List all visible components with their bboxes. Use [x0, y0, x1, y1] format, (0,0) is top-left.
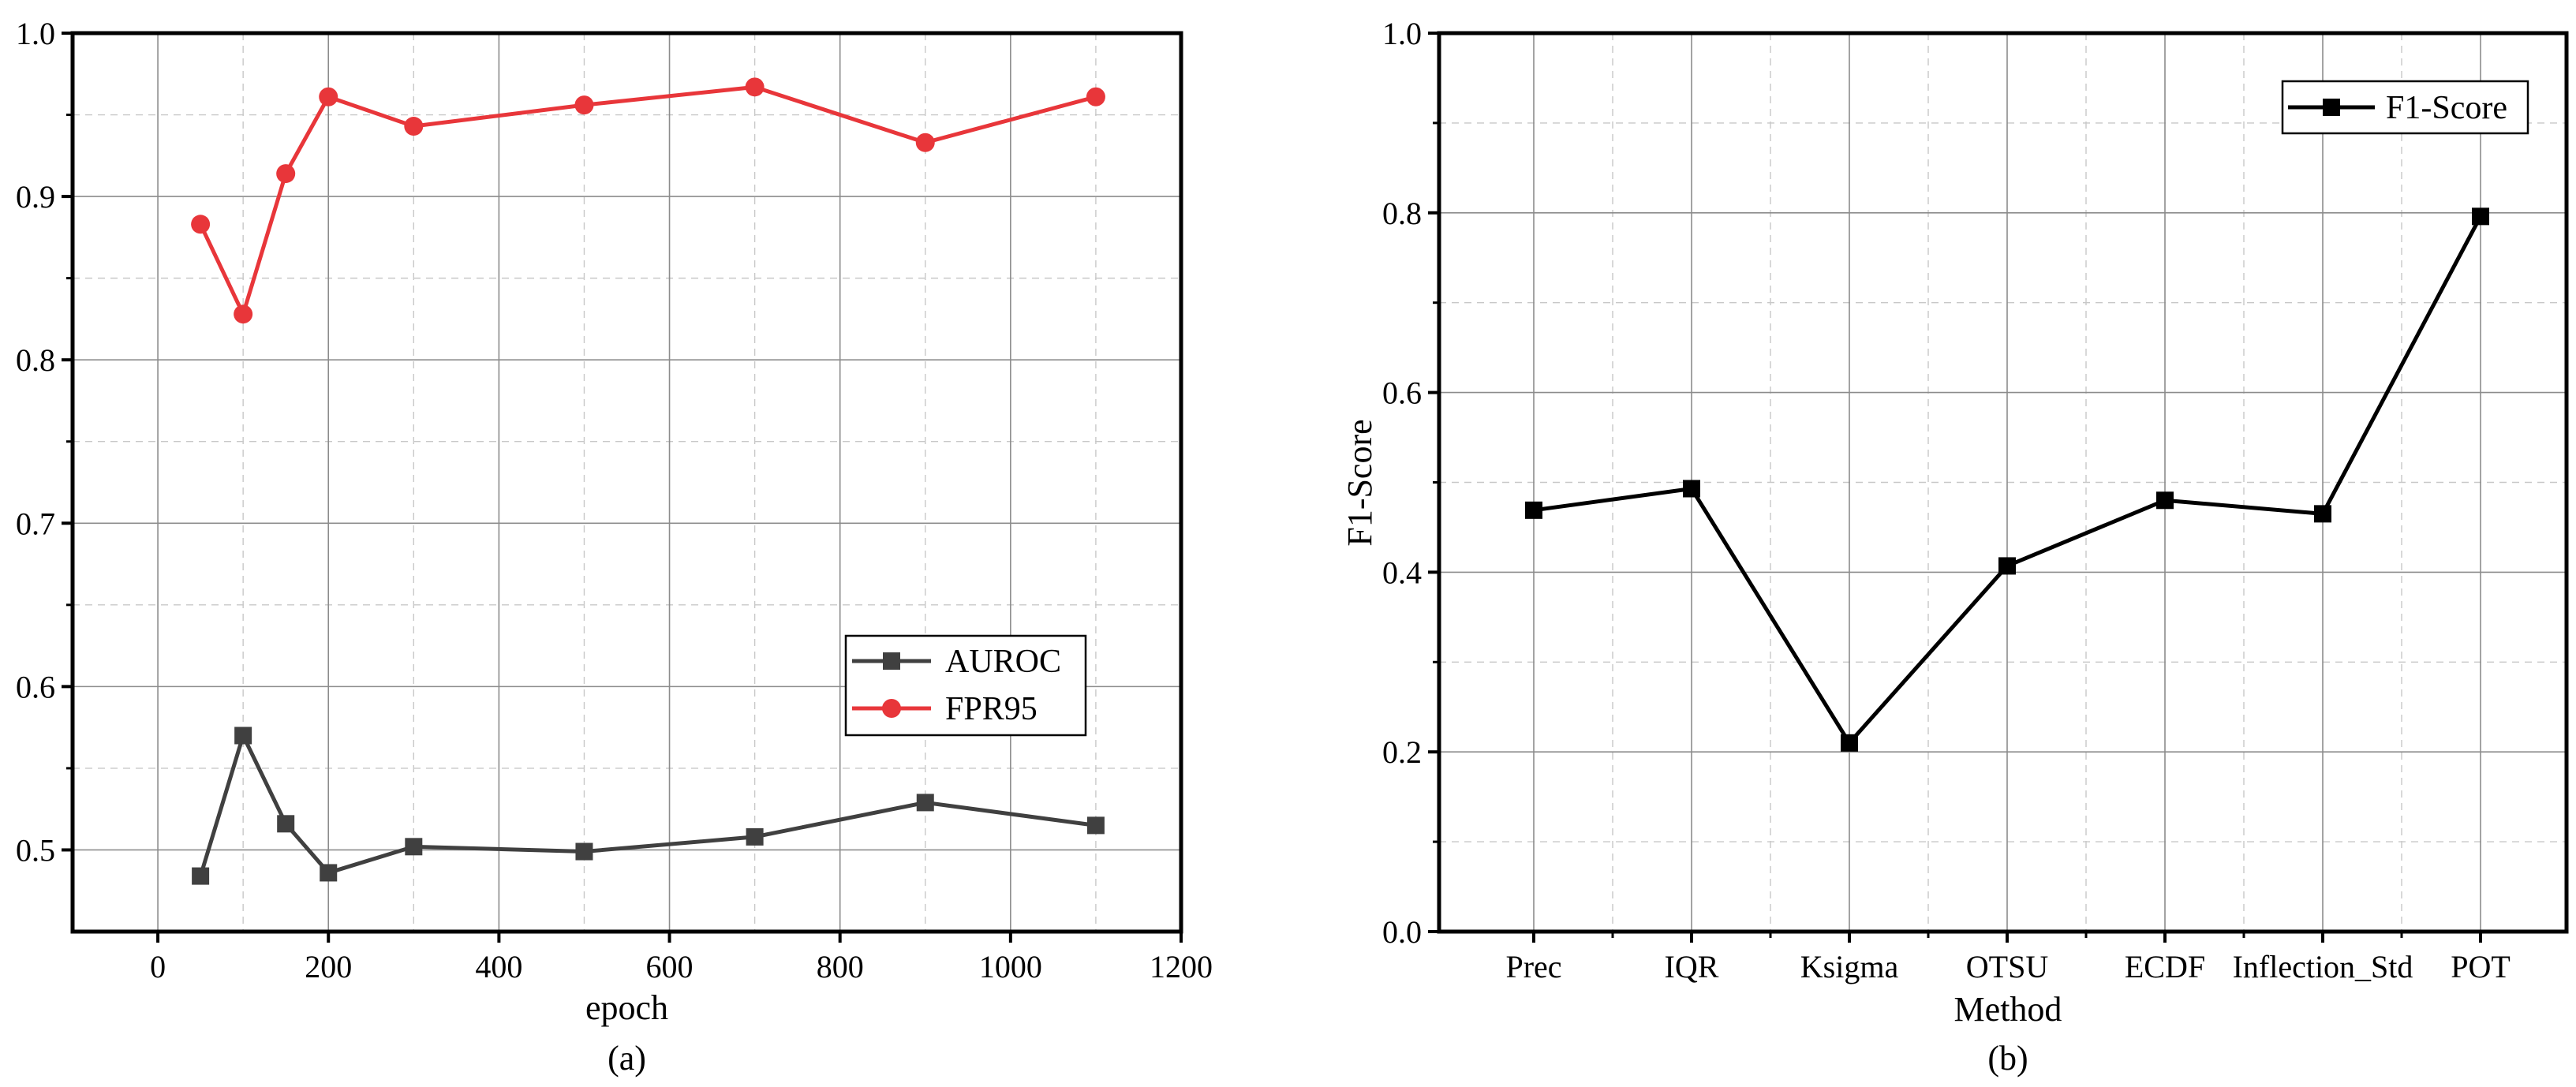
data-point-f1-score — [1841, 734, 1858, 752]
x-tick-label: 1200 — [1150, 949, 1213, 984]
data-point-auroc — [1086, 816, 1105, 835]
x-tick-label: OTSU — [1966, 949, 2049, 984]
y-tick-label: 0.2 — [1382, 734, 1422, 770]
legend-label-auroc: AUROC — [945, 644, 1061, 680]
x-tick-label: ECDF — [2125, 949, 2205, 984]
x-tick-label: 1000 — [979, 949, 1042, 984]
data-point-fpr95 — [191, 215, 211, 234]
data-point-f1-score — [1525, 501, 1542, 519]
x-tick-label: IQR — [1665, 949, 1719, 984]
legend-label-fpr95: FPR95 — [945, 691, 1038, 727]
y-tick-label: 1.0 — [16, 16, 55, 51]
y-tick-label: 0.9 — [16, 179, 55, 215]
legend-swatch-marker — [883, 652, 900, 670]
y-tick-label: 0.4 — [1382, 555, 1422, 590]
chart-a: 0 200 400 600 800 1000 1200 0.5 0.6 0.7 0.8 0.9 1.0 e… — [16, 16, 1213, 1078]
data-point-f1-score — [2472, 207, 2489, 226]
y-tick-label: 0.5 — [16, 832, 55, 868]
data-point-auroc — [192, 867, 210, 885]
legend-swatch-marker — [882, 699, 901, 718]
chart-b: Prec IQR Ksigma OTSU ECDF Inflection_Std POT 0.… — [1340, 16, 2569, 1078]
plot-frame — [70, 31, 1183, 934]
y-axis-label: F1-Score — [1340, 419, 1379, 546]
x-tick-label: 600 — [646, 949, 694, 984]
legend: AUROC FPR95 — [844, 634, 1087, 737]
x-axis-label: epoch — [585, 988, 668, 1027]
y-tick-label: 0.6 — [16, 669, 55, 704]
data-point-fpr95 — [915, 133, 935, 152]
x-tick-label: 0 — [150, 949, 166, 984]
y-tick-label: 0.8 — [1382, 196, 1422, 231]
data-point-auroc — [320, 864, 338, 882]
data-point-auroc — [916, 794, 934, 812]
series-line-fpr95 — [198, 84, 1097, 316]
y-tick-label: 1.0 — [1382, 16, 1422, 51]
y-tick-label: 0.8 — [16, 342, 55, 378]
data-point-auroc — [277, 815, 295, 833]
data-point-f1-score — [2156, 491, 2174, 510]
y-tick-label: 0.6 — [1382, 375, 1422, 411]
data-point-auroc — [746, 827, 764, 846]
x-tick-label: 800 — [817, 949, 864, 984]
x-tick-label: Inflection_Std — [2233, 949, 2413, 984]
data-point-fpr95 — [1086, 87, 1105, 106]
legend-label-f1-score: F1-Score — [2386, 90, 2507, 126]
figure-caption-a: (a) — [608, 1039, 646, 1078]
x-axis-label: Method — [1954, 990, 2062, 1029]
data-point-f1-score — [2314, 505, 2331, 523]
y-tick-label: 0.0 — [1382, 914, 1422, 950]
figure-caption-b: (b) — [1987, 1039, 2028, 1078]
x-tick-label: 400 — [475, 949, 522, 984]
data-point-f1-score — [1998, 557, 2016, 575]
x-tick-label: Prec — [1505, 949, 1561, 984]
data-point-auroc — [405, 838, 423, 856]
data-point-fpr95 — [276, 164, 296, 184]
x-tick-label: Ksigma — [1800, 949, 1899, 984]
data-point-auroc — [575, 842, 593, 861]
y-tick-label: 0.7 — [16, 506, 55, 541]
data-point-fpr95 — [404, 117, 424, 136]
x-tick-label: POT — [2451, 949, 2511, 984]
legend-swatch-marker — [2323, 99, 2340, 116]
data-point-fpr95 — [234, 304, 253, 324]
data-point-fpr95 — [745, 77, 765, 97]
data-point-f1-score — [1683, 480, 1700, 498]
legend: F1-Score — [2281, 80, 2529, 135]
data-point-fpr95 — [319, 87, 338, 106]
series-line-auroc — [198, 733, 1097, 877]
x-tick-label: 200 — [305, 949, 352, 984]
data-point-auroc — [234, 727, 252, 745]
data-point-fpr95 — [574, 95, 594, 115]
